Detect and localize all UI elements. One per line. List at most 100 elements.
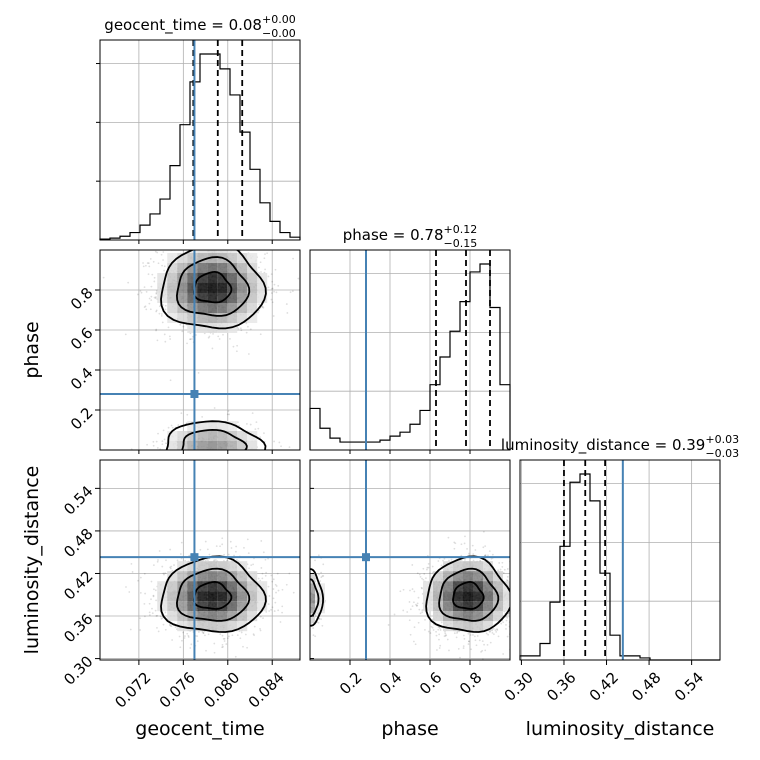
- sample-point: [211, 247, 213, 249]
- sample-point: [146, 262, 149, 264]
- sample-point: [184, 468, 186, 470]
- sample-point: [162, 259, 164, 261]
- sample-point: [251, 478, 253, 480]
- sample-point: [278, 441, 281, 444]
- sample-point: [304, 635, 306, 637]
- density-cell: [217, 571, 228, 582]
- sample-point: [218, 465, 220, 467]
- sample-point: [437, 628, 440, 631]
- sample-point: [438, 647, 441, 649]
- sample-point: [262, 617, 264, 620]
- density-cell: [227, 421, 238, 431]
- sample-point: [210, 454, 212, 456]
- sample-point: [286, 312, 289, 314]
- density-cell: [247, 441, 258, 450]
- sample-point: [514, 564, 516, 566]
- density-cell: [207, 283, 218, 293]
- sample-point: [155, 440, 158, 443]
- sample-point: [277, 284, 280, 287]
- sample-point: [438, 626, 441, 629]
- sample-point: [177, 466, 179, 468]
- sample-point: [172, 451, 174, 453]
- sample-point: [179, 646, 182, 649]
- sample-point: [213, 559, 216, 561]
- density-cell: [217, 421, 228, 431]
- density-cell: [207, 303, 218, 313]
- density-cell: [247, 601, 258, 612]
- sample-point: [167, 451, 169, 453]
- joint-content: [100, 460, 300, 660]
- density-cell: [247, 273, 258, 283]
- sample-point: [236, 344, 239, 347]
- sample-point: [467, 643, 470, 645]
- sample-point: [245, 423, 248, 425]
- sample-point: [271, 301, 274, 304]
- sample-point: [230, 547, 233, 549]
- sample-point: [200, 476, 202, 478]
- sample-point: [435, 630, 437, 633]
- sample-point: [472, 633, 474, 636]
- sample-point: [435, 634, 438, 637]
- sample-point: [204, 455, 206, 457]
- sample-point: [302, 604, 304, 606]
- sample-point: [308, 582, 310, 584]
- sample-point: [217, 453, 219, 455]
- sample-point: [155, 296, 157, 298]
- sample-point: [306, 601, 308, 603]
- sample-point: [417, 596, 420, 599]
- sample-point: [169, 567, 172, 570]
- sample-point: [149, 258, 152, 260]
- sample-point: [246, 646, 249, 649]
- sample-point: [253, 625, 256, 628]
- density-cell: [237, 571, 248, 582]
- density-cell: [237, 293, 248, 303]
- sample-point: [229, 460, 231, 462]
- sample-point: [150, 580, 153, 583]
- sample-point: [187, 634, 190, 637]
- sample-point: [240, 631, 243, 634]
- density-cell: [187, 273, 198, 283]
- sample-point: [213, 407, 216, 409]
- density-cell: [217, 601, 228, 612]
- sample-point: [218, 338, 221, 340]
- sample-point: [206, 246, 208, 248]
- sample-point: [156, 560, 159, 563]
- density-cell: [157, 273, 168, 283]
- sample-point: [260, 567, 263, 569]
- density-cell: [187, 283, 198, 293]
- sample-point: [199, 548, 202, 551]
- sample-point: [304, 631, 306, 633]
- sample-point: [206, 465, 208, 467]
- sample-point: [440, 621, 443, 624]
- density-cell: [227, 283, 238, 293]
- sample-point: [176, 559, 179, 562]
- sample-point: [240, 329, 243, 332]
- sample-point: [248, 567, 250, 570]
- sample-point: [187, 636, 190, 638]
- density-cell: [167, 571, 178, 582]
- title-lower-error: −0.00: [262, 27, 296, 40]
- sample-point: [212, 456, 214, 458]
- sample-point: [221, 537, 224, 540]
- sample-point: [308, 599, 310, 601]
- sample-point: [511, 595, 513, 597]
- sample-point: [162, 429, 165, 432]
- sample-point: [231, 634, 234, 637]
- sample-point: [314, 559, 316, 562]
- sample-point: [416, 604, 419, 607]
- sample-point: [264, 558, 267, 561]
- sample-point: [261, 577, 264, 580]
- sample-point: [201, 631, 204, 633]
- sample-point: [302, 610, 304, 612]
- sample-point: [271, 287, 274, 290]
- sample-point: [229, 471, 231, 473]
- density-cell: [227, 273, 238, 283]
- sample-point: [426, 568, 428, 571]
- sample-point: [148, 297, 151, 300]
- sample-point: [485, 632, 488, 635]
- sample-point: [199, 451, 201, 453]
- sample-point: [137, 293, 139, 296]
- sample-point: [524, 636, 526, 638]
- density-cell: [227, 303, 238, 313]
- sample-point: [170, 453, 172, 455]
